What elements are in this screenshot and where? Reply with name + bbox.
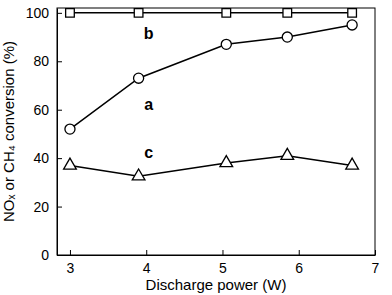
marker [134,9,143,18]
y-tick-mark [57,61,62,62]
plot-frame [57,8,375,255]
y-tick: 20 [33,199,62,215]
y-axis: 0 20 40 60 80 100 [26,5,62,263]
series-line [70,156,352,177]
y-tick: 0 [41,247,62,263]
x-tick-label: 4 [143,260,151,276]
x-tick: 3 [67,250,75,276]
x-axis-line [58,255,376,256]
marker [348,9,357,18]
plot: 3 4 5 6 7 0 20 40 60 80 100 a b c [26,5,380,276]
x-tick-mark [70,250,71,255]
x-tick-mark [375,250,376,255]
marker [346,158,359,169]
y-tick-label: 20 [33,199,49,215]
x-tick: 4 [143,250,151,276]
x-tick: 6 [295,250,303,276]
marks [64,9,359,180]
marker [134,73,144,83]
x-tick-mark [299,250,300,255]
y-tick-mark [57,110,62,111]
marker [132,169,145,180]
series-label: c [144,144,153,161]
x-axis: 3 4 5 6 7 [58,250,380,276]
y-tick-label: 0 [41,247,49,263]
y-tick-label: 100 [26,5,50,21]
y-tick-label: 60 [33,102,49,118]
x-tick-mark [146,250,147,255]
marker [281,148,294,159]
y-axis-title: NOₓ or CH₄ conversion (%) [0,41,17,222]
marker [221,39,231,49]
series-line [70,25,352,129]
x-tick-label: 6 [295,260,303,276]
series-markers [66,9,357,18]
x-tick: 7 [372,250,380,276]
y-tick-mark [57,207,62,208]
marker [282,32,292,42]
series-line [70,12,352,14]
y-tick-mark [57,255,62,256]
x-axis-title: Discharge power (W) [146,276,287,293]
y-tick-mark [57,158,62,159]
y-tick-label: 40 [33,150,49,166]
y-tick: 60 [33,102,62,118]
marker [66,9,75,18]
x-tick-label: 5 [219,260,227,276]
marker [283,9,292,18]
y-tick: 80 [33,53,62,69]
marker [65,124,75,134]
y-tick-mark [57,13,62,14]
x-tick-label: 3 [67,260,75,276]
x-tick-label: 7 [372,260,380,276]
x-tick: 5 [219,250,227,276]
y-tick: 100 [26,5,62,21]
chart: 3 4 5 6 7 0 20 40 60 80 100 a b c Discharge power (W) N… [0,0,392,295]
y-tick-label: 80 [33,53,49,69]
series-markers [65,20,357,134]
y-axis-line [57,9,58,256]
marker [222,9,231,18]
series-label: a [144,96,153,113]
series-label: b [144,25,154,42]
x-tick-mark [222,250,223,255]
y-tick: 40 [33,150,62,166]
marker [220,156,233,167]
series-markers [64,148,359,180]
marker [64,158,77,169]
marker [347,20,357,30]
